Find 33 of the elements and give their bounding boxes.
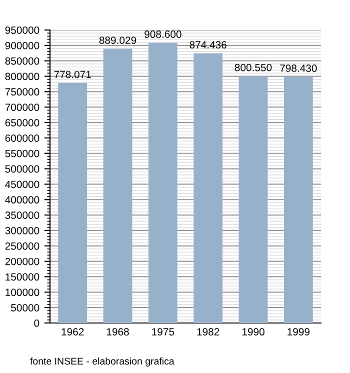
data-label: 908.600 — [144, 30, 182, 38]
y-tick-label: 300000 — [5, 226, 40, 234]
y-tick-label: 50000 — [11, 304, 40, 312]
y-tick-label: 900000 — [5, 42, 40, 50]
y-tick-label: 250000 — [5, 242, 40, 250]
data-label: 889.029 — [99, 36, 136, 44]
y-tick-label: 550000 — [5, 150, 40, 158]
data-label: 800.550 — [234, 64, 272, 72]
x-tick-label: 1990 — [242, 328, 264, 336]
x-tick-label: 1962 — [62, 328, 84, 336]
y-tick-label: 700000 — [5, 104, 40, 111]
y-tick-label: 750000 — [5, 88, 40, 96]
y-tick-label: 650000 — [5, 119, 40, 126]
x-tick-label: 1982 — [197, 328, 220, 336]
y-tick-label: 600000 — [5, 134, 40, 142]
data-label: 798.430 — [280, 64, 317, 72]
y-tick-label: 100000 — [6, 288, 40, 296]
y-tick-label: 800000 — [5, 72, 40, 80]
y-tick-label: 450000 — [5, 180, 40, 188]
x-tick-label: 1999 — [288, 328, 310, 336]
y-tick-label: 850000 — [5, 57, 40, 65]
x-tick-label: 1975 — [152, 328, 174, 336]
y-tick-label: 400000 — [5, 196, 40, 204]
data-label: 874.436 — [190, 41, 226, 48]
y-tick-label: 0 — [34, 320, 40, 327]
x-tick-label: 1968 — [106, 328, 129, 336]
y-tick-label: 950000 — [5, 26, 40, 34]
y-tick-label: 150000 — [6, 273, 40, 281]
source-note: fonte INSEE - elaborasion grafica — [30, 357, 174, 367]
y-tick-label: 350000 — [5, 212, 40, 219]
y-tick-label: 500000 — [5, 165, 40, 173]
data-label: 778.071 — [54, 70, 91, 78]
y-tick-label: 200000 — [5, 258, 40, 266]
